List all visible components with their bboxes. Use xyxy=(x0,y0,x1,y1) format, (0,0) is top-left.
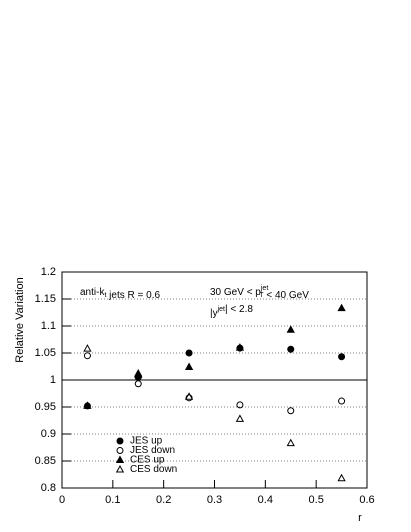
marker xyxy=(286,325,295,333)
marker xyxy=(184,362,194,371)
y-tick-label: 1.05 xyxy=(35,347,56,359)
y-tick-label: 1.1 xyxy=(41,320,56,332)
legend-marker xyxy=(116,437,124,445)
x-tick-label: 0.6 xyxy=(359,494,374,506)
annotation-text: |y xyxy=(210,308,218,319)
x-tick-label: 0.1 xyxy=(105,494,120,506)
x-tick-label: 0.2 xyxy=(156,494,171,506)
annotation: anti-kt jets R = 0.6 xyxy=(80,287,160,301)
legend-label: JES up xyxy=(130,436,163,447)
y-tick-label: 1.2 xyxy=(41,266,56,278)
annotation-sup: jet xyxy=(260,285,268,292)
annotation-sup: jet xyxy=(217,306,225,313)
marker xyxy=(134,380,142,388)
y-tick-label: 1.15 xyxy=(35,293,56,305)
marker xyxy=(338,397,346,405)
annotation-text: jets R = 0.6 xyxy=(106,290,160,301)
annotation-text: anti-k xyxy=(80,287,105,298)
y-tick-label: 0.85 xyxy=(35,455,56,467)
y-axis-label: Relative Variation xyxy=(14,277,26,362)
x-axis-label: r xyxy=(358,512,362,524)
legend-marker xyxy=(115,464,125,473)
marker xyxy=(83,352,91,360)
legend-label: CES down xyxy=(130,464,177,475)
marker xyxy=(338,353,346,361)
legend-marker xyxy=(116,447,124,454)
marker xyxy=(337,473,346,482)
x-tick-label: 0.3 xyxy=(207,494,222,506)
legend-label: JES down xyxy=(130,445,175,456)
marker xyxy=(83,401,92,409)
annotation-text: | < 2.8 xyxy=(225,304,253,315)
x-tick-label: 0.5 xyxy=(309,494,324,506)
x-tick-label: 0 xyxy=(59,494,65,506)
annotation: 30 GeV < pjet T < 40 GeV xyxy=(210,285,309,301)
marker xyxy=(337,303,346,312)
marker xyxy=(287,345,295,353)
y-tick-label: 0.9 xyxy=(41,428,56,440)
marker xyxy=(236,401,244,409)
y-tick-label: 0.95 xyxy=(35,401,56,413)
annotation-text: < 40 GeV xyxy=(264,290,310,301)
marker xyxy=(235,414,245,422)
annotation-sub: t xyxy=(104,292,106,299)
marker xyxy=(134,368,143,377)
y-tick-label: 1 xyxy=(50,374,56,386)
annotation: |yjet| < 2.8 xyxy=(210,304,253,319)
marker xyxy=(287,407,295,415)
annotation-text: 30 GeV < p xyxy=(210,287,261,298)
annotation-sub: T xyxy=(259,292,264,299)
legend-marker xyxy=(115,455,125,463)
marker xyxy=(286,438,295,447)
y-tick-label: 0.8 xyxy=(41,482,56,494)
marker xyxy=(184,392,194,400)
marker xyxy=(185,349,193,357)
x-tick-label: 0.4 xyxy=(258,494,273,506)
legend-label: CES up xyxy=(130,455,165,466)
marker xyxy=(83,344,92,352)
marker xyxy=(235,343,245,351)
